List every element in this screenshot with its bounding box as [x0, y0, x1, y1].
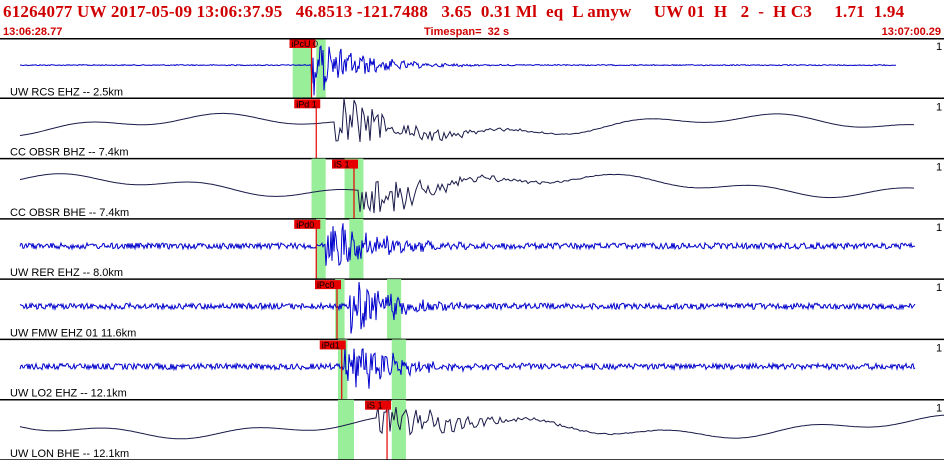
pick-window	[387, 279, 402, 340]
station-label: UW LO2 EHZ -- 12.1km	[10, 388, 127, 400]
seismogram-panel[interactable]: iPcU 0 UW RCS EHZ -- 2.5km 1 iPd 1 CC OBSR B…	[0, 38, 944, 460]
pick-flag	[365, 400, 392, 410]
pick-flag	[319, 340, 346, 350]
waveform	[19, 173, 915, 214]
pick-label: iPc0	[317, 280, 335, 290]
scale-label: 1	[936, 403, 942, 415]
waveform	[19, 98, 915, 143]
pick-flag	[315, 280, 342, 290]
event-title: 61264077 UW 2017-05-09 13:06:37.95 46.85…	[3, 2, 905, 21]
timespan-label: Timespan= 32 s	[424, 26, 510, 38]
pick-label: iS 1	[367, 401, 383, 411]
pick-window	[316, 38, 326, 99]
pick-flag	[332, 159, 358, 169]
waveform	[19, 45, 896, 96]
station-label: CC OBSR BHZ -- 7.4km	[10, 147, 129, 159]
station-label: UW RER EHZ -- 8.0km	[10, 267, 123, 279]
trace-row: iPd0 UW RER EHZ -- 8.0km 1	[0, 218, 944, 280]
trace-row: iPd1 UW LO2 EHZ -- 12.1km 1	[0, 339, 944, 401]
scale-label: 1	[936, 162, 942, 174]
pick-flag	[289, 39, 316, 48]
pick-window	[391, 399, 406, 460]
pick-label: iS 1	[334, 160, 350, 170]
scale-label: 1	[936, 101, 942, 113]
waveform	[19, 399, 944, 440]
scale-label: 1	[936, 282, 942, 294]
pick-label: iPd 1	[296, 99, 317, 109]
pick-label: iPd0	[296, 220, 314, 230]
station-label: UW RCS EHZ -- 2.5km	[10, 86, 123, 98]
scale-label: 1	[936, 41, 942, 53]
pick-window	[335, 279, 345, 340]
trace-row: iS 1 CC OBSR BHE -- 7.4km 1	[0, 158, 944, 220]
scale-label: 1	[936, 342, 942, 354]
waveform	[19, 345, 916, 389]
pick-window	[337, 399, 354, 460]
pick-flag	[294, 99, 321, 109]
trace-row: iS 1 UW LON BHE -- 12.1km 1	[0, 399, 944, 460]
trace-row: iPd 1 CC OBSR BHZ -- 7.4km 1	[0, 98, 944, 160]
pick-window	[292, 38, 312, 99]
station-label: UW FMW EHZ 01 11.6km	[10, 327, 136, 339]
pick-label: iPcU 0	[292, 39, 319, 49]
event-header: 61264077 UW 2017-05-09 13:06:37.95 46.85…	[0, 0, 944, 38]
waveform	[19, 223, 915, 266]
start-time: 13:06:28.77	[3, 26, 63, 38]
pick-window	[311, 158, 326, 219]
end-time: 13:07:00.29	[881, 26, 941, 38]
pick-label: iPd1	[322, 340, 340, 350]
trace-row: iPcU 0 UW RCS EHZ -- 2.5km 1	[0, 38, 944, 100]
station-label: CC OBSR BHE -- 7.4km	[10, 207, 129, 219]
scale-label: 1	[936, 222, 942, 234]
trace-row: iPc0 UW FMW EHZ 01 11.6km 1	[0, 279, 944, 341]
station-label: UW LON BHE -- 12.1km	[10, 448, 129, 460]
pick-flag	[294, 219, 321, 229]
pick-window	[316, 218, 326, 280]
waveform	[19, 282, 916, 334]
